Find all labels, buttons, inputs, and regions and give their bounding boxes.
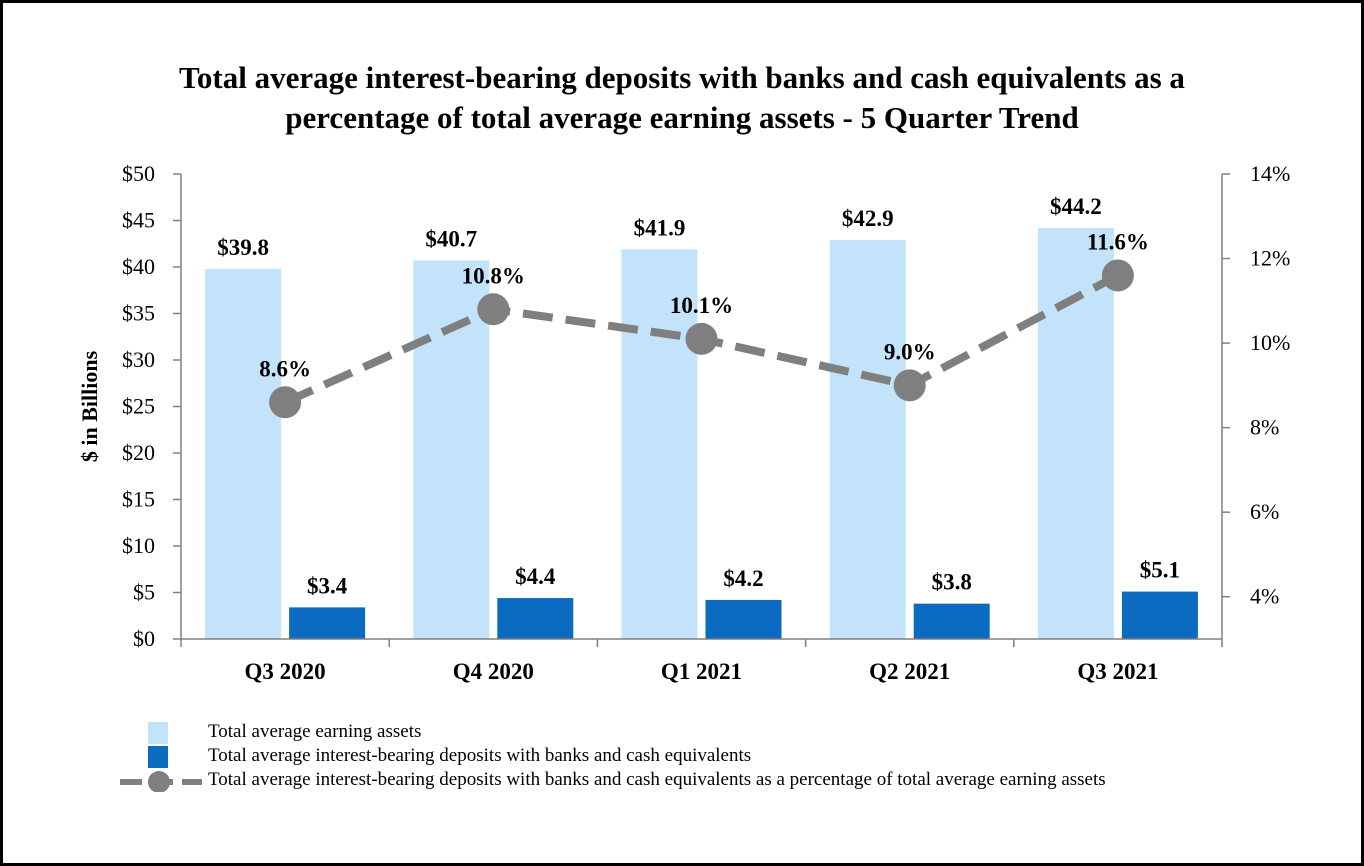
left-axis-tick-label: $10 bbox=[122, 533, 155, 558]
bar-label-deposits: $3.4 bbox=[307, 573, 348, 598]
x-axis-tick-label: Q4 2020 bbox=[453, 659, 534, 684]
legend-label-deposits: Total average interest-bearing deposits … bbox=[208, 745, 752, 766]
chart-title-line-1: Total average interest-bearing deposits … bbox=[179, 60, 1185, 95]
bar-label-deposits: $4.2 bbox=[723, 566, 763, 591]
bar-label-earning-assets: $41.9 bbox=[634, 215, 686, 240]
percentage-label: 9.0% bbox=[884, 339, 936, 364]
bar-label-earning-assets: $44.2 bbox=[1050, 194, 1102, 219]
left-axis-tick-label: $45 bbox=[122, 208, 155, 233]
bar-deposits bbox=[497, 598, 574, 639]
left-axis-tick-label: $20 bbox=[122, 440, 155, 465]
x-axis-tick-label: Q3 2021 bbox=[1077, 659, 1158, 684]
legend-swatch-earning-assets bbox=[148, 722, 168, 744]
x-axis-tick-label: Q2 2021 bbox=[869, 659, 950, 684]
bar-label-deposits: $4.4 bbox=[515, 564, 556, 589]
bar-earning-assets bbox=[1037, 227, 1114, 639]
left-axis-tick-label: $5 bbox=[133, 580, 155, 605]
left-axis-tick-label: $30 bbox=[122, 347, 155, 372]
bar-label-deposits: $5.1 bbox=[1140, 558, 1180, 583]
bar-label-earning-assets: $40.7 bbox=[425, 226, 477, 251]
right-axis-tick-label: 12% bbox=[1250, 246, 1290, 271]
left-axis-tick-label: $35 bbox=[122, 301, 155, 326]
percentage-label: 11.6% bbox=[1087, 229, 1149, 254]
bar-deposits bbox=[913, 603, 990, 639]
left-axis-tick-label: $15 bbox=[122, 487, 155, 512]
percentage-point bbox=[269, 386, 302, 419]
percentage-point bbox=[477, 293, 510, 326]
bar-earning-assets bbox=[829, 240, 906, 639]
x-axis-tick-label: Q1 2021 bbox=[661, 659, 742, 684]
legend-swatch-deposits bbox=[148, 746, 168, 768]
right-axis-tick-label: 8% bbox=[1250, 415, 1279, 440]
legend-label-percentage: Total average interest-bearing deposits … bbox=[208, 769, 1106, 790]
percentage-point bbox=[685, 322, 718, 355]
percentage-label: 10.8% bbox=[462, 263, 525, 288]
right-axis-tick-label: 10% bbox=[1250, 330, 1290, 355]
bar-earning-assets bbox=[621, 249, 698, 639]
bar-label-deposits: $3.8 bbox=[932, 570, 972, 595]
bar-deposits bbox=[1121, 591, 1198, 639]
percentage-label: 8.6% bbox=[259, 356, 311, 381]
bar-earning-assets bbox=[205, 268, 282, 639]
legend-label-earning-assets: Total average earning assets bbox=[208, 721, 422, 742]
left-axis-tick-label: $50 bbox=[122, 161, 155, 186]
left-axis-tick-label: $25 bbox=[122, 394, 155, 419]
bar-label-earning-assets: $42.9 bbox=[842, 206, 894, 231]
percentage-label: 10.1% bbox=[670, 293, 733, 318]
bar-earning-assets bbox=[413, 260, 490, 639]
percentage-point bbox=[1101, 259, 1134, 292]
legend-swatch-percentage bbox=[120, 771, 202, 792]
chart-title: Total average interest-bearing deposits … bbox=[0, 58, 1364, 138]
x-axis-tick-label: Q3 2020 bbox=[245, 659, 326, 684]
right-axis-tick-label: 14% bbox=[1250, 161, 1290, 186]
bar-deposits bbox=[289, 607, 366, 639]
chart-title-line-2: percentage of total average earning asse… bbox=[285, 100, 1079, 135]
left-axis-tick-label: $0 bbox=[133, 626, 155, 651]
right-axis-tick-label: 6% bbox=[1250, 499, 1279, 524]
right-axis-tick-label: 4% bbox=[1250, 584, 1279, 609]
y-axis-label: $ in Billions bbox=[77, 350, 102, 462]
bar-label-earning-assets: $39.8 bbox=[217, 235, 269, 260]
bar-deposits bbox=[705, 599, 782, 639]
left-axis-tick-label: $40 bbox=[122, 254, 155, 279]
percentage-point bbox=[893, 369, 926, 402]
